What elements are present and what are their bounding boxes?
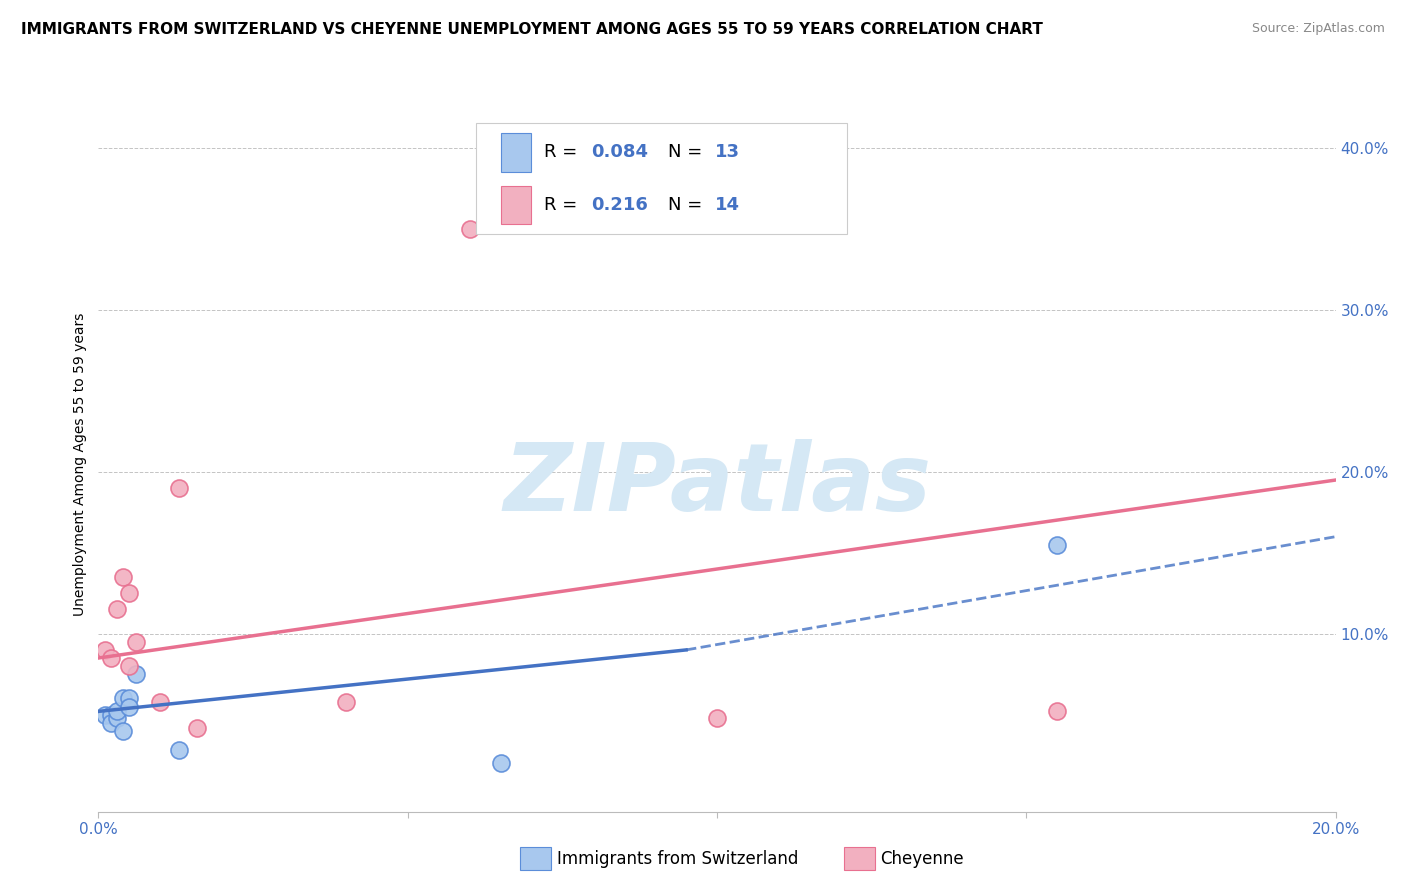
- Point: [112, 570, 135, 584]
- Point: [149, 695, 172, 709]
- Point: [118, 691, 141, 706]
- FancyBboxPatch shape: [501, 134, 531, 171]
- Point: [167, 481, 190, 495]
- Text: 0.084: 0.084: [591, 144, 648, 161]
- Point: [112, 691, 135, 706]
- Point: [118, 659, 141, 673]
- Point: [167, 743, 190, 757]
- Text: 0.216: 0.216: [591, 195, 648, 214]
- Text: ZIPatlas: ZIPatlas: [503, 439, 931, 531]
- Point: [100, 715, 122, 730]
- Y-axis label: Unemployment Among Ages 55 to 59 years: Unemployment Among Ages 55 to 59 years: [73, 312, 87, 615]
- Text: IMMIGRANTS FROM SWITZERLAND VS CHEYENNE UNEMPLOYMENT AMONG AGES 55 TO 59 YEARS C: IMMIGRANTS FROM SWITZERLAND VS CHEYENNE …: [21, 22, 1043, 37]
- Point: [1046, 705, 1069, 719]
- Point: [105, 711, 128, 725]
- Text: N =: N =: [668, 144, 707, 161]
- Point: [105, 602, 128, 616]
- Point: [186, 721, 208, 735]
- Text: Cheyenne: Cheyenne: [880, 850, 963, 868]
- Point: [100, 707, 122, 722]
- Text: R =: R =: [544, 195, 589, 214]
- Point: [706, 711, 728, 725]
- Text: 14: 14: [714, 195, 740, 214]
- Point: [93, 707, 115, 722]
- Point: [118, 586, 141, 600]
- Point: [335, 695, 357, 709]
- Point: [118, 699, 141, 714]
- Point: [458, 222, 481, 236]
- Point: [124, 667, 146, 681]
- Text: Source: ZipAtlas.com: Source: ZipAtlas.com: [1251, 22, 1385, 36]
- Point: [93, 643, 115, 657]
- Point: [100, 651, 122, 665]
- FancyBboxPatch shape: [501, 186, 531, 224]
- Text: 13: 13: [714, 144, 740, 161]
- Point: [124, 635, 146, 649]
- Point: [105, 705, 128, 719]
- Point: [1046, 538, 1069, 552]
- Text: Immigrants from Switzerland: Immigrants from Switzerland: [557, 850, 799, 868]
- Point: [489, 756, 512, 771]
- Text: N =: N =: [668, 195, 707, 214]
- Text: R =: R =: [544, 144, 583, 161]
- Point: [112, 723, 135, 738]
- FancyBboxPatch shape: [475, 123, 846, 235]
